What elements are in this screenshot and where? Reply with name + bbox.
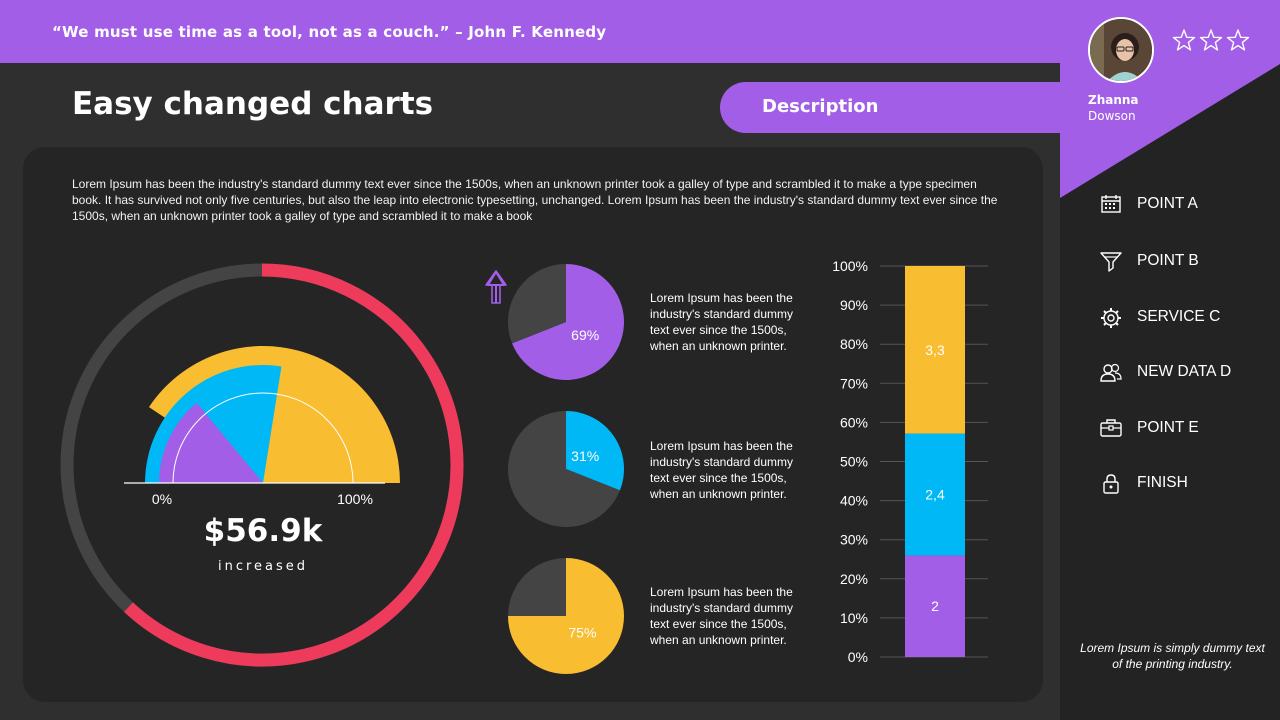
description-label: Description — [762, 96, 879, 117]
menu-item-label: NEW DATA D — [1137, 363, 1232, 380]
pie-slice-value — [512, 264, 624, 380]
bar-segment — [905, 555, 965, 657]
y-tick-label: 80% — [840, 336, 868, 352]
y-tick-label: 20% — [840, 571, 868, 587]
y-tick-label: 60% — [840, 414, 868, 430]
star-icon[interactable] — [1199, 29, 1223, 51]
star-icon[interactable] — [1226, 29, 1250, 51]
menu-item-label: FINISH — [1137, 474, 1188, 491]
y-tick-label: 10% — [840, 610, 868, 626]
bar-tick-labels: 0% 10% 20% 30% 40% 50% 60% 70% 80% 90% 100% — [832, 258, 868, 665]
pie-description-3: Lorem Ipsum has been the industry's stan… — [650, 585, 794, 647]
briefcase-icon — [1100, 419, 1122, 437]
menu-item-label: POINT E — [1137, 419, 1199, 436]
pie-slice-rest — [508, 411, 620, 527]
sidebar: Zhanna Dowson POINT A POINT B SERVICE C — [1060, 0, 1280, 720]
menu-item-label: POINT B — [1137, 252, 1199, 269]
menu-item-service-c[interactable]: SERVICE C — [1100, 305, 1270, 329]
pie-chart-3: 75% — [508, 558, 624, 674]
pie-label: 31% — [571, 448, 599, 464]
avatar[interactable] — [1088, 17, 1154, 83]
pie-slice-rest — [508, 558, 566, 616]
pie-description-2: Lorem Ipsum has been the industry's stan… — [650, 439, 794, 501]
page-title: Easy changed charts — [72, 86, 434, 122]
gauge-max-label: 100% — [337, 491, 373, 507]
bar-segment — [905, 433, 965, 556]
menu-item-finish[interactable]: FINISH — [1100, 471, 1270, 495]
pie-label: 69% — [571, 327, 599, 343]
arrow-up-icon — [485, 270, 507, 304]
stacked-bar-chart: 0% 10% 20% 30% 40% 50% 60% 70% 80% 90% 100% 2 2,4 3,… — [832, 258, 988, 665]
user-first-name: Zhanna — [1088, 93, 1139, 107]
bar-segments: 2 2,4 3,3 — [905, 266, 965, 657]
y-tick-label: 50% — [840, 454, 868, 470]
lock-icon — [1103, 474, 1119, 494]
user-portrait-icon — [1090, 19, 1152, 81]
menu-item-point-b[interactable]: POINT B — [1100, 249, 1270, 273]
bar-segment-label: 3,3 — [925, 342, 945, 358]
user-last-name: Dowson — [1088, 109, 1136, 123]
gauge-value: $56.9k — [203, 513, 323, 549]
quote-text: “We must use time as a tool, not as a co… — [52, 23, 607, 41]
donut-gauge-chart: 0% 100% — [60, 263, 464, 667]
y-tick-label: 30% — [840, 532, 868, 548]
gear-icon — [1101, 308, 1121, 328]
users-icon — [1100, 363, 1122, 382]
body-paragraph: Lorem Ipsum has been the industry's stan… — [72, 177, 998, 223]
rating-stars[interactable] — [1172, 28, 1272, 54]
pie-slice-value — [566, 411, 624, 491]
pie-charts: 69% 31% 75% — [485, 264, 624, 674]
gauge-min-label: 0% — [152, 491, 172, 507]
funnel-icon — [1100, 252, 1122, 272]
y-tick-label: 0% — [848, 649, 868, 665]
y-tick-label: 90% — [840, 297, 868, 313]
pie-chart-2: 31% — [508, 411, 624, 527]
calendar-icon — [1101, 195, 1121, 213]
pie-description-1: Lorem Ipsum has been the industry's stan… — [650, 291, 794, 353]
donut-value-arc — [124, 263, 464, 667]
sidebar-note: Lorem Ipsum is simply dummy text of the … — [1080, 641, 1265, 671]
menu-item-new-data-d[interactable]: NEW DATA D — [1100, 360, 1270, 384]
y-tick-label: 70% — [840, 375, 868, 391]
star-icon[interactable] — [1172, 29, 1196, 51]
quote-bar: “We must use time as a tool, not as a co… — [0, 0, 1060, 63]
pie-chart-1: 69% — [508, 264, 624, 380]
bar-segment-label: 2,4 — [925, 487, 945, 503]
y-tick-label: 100% — [832, 258, 868, 274]
gauge-subtitle: increased — [217, 559, 309, 574]
pie-label: 75% — [568, 624, 596, 640]
description-tab[interactable]: Description — [720, 82, 1065, 133]
y-tick-label: 40% — [840, 493, 868, 509]
menu-item-point-e[interactable]: POINT E — [1100, 416, 1270, 440]
gauge-guide-arc — [172, 392, 354, 484]
menu-item-label: SERVICE C — [1137, 308, 1221, 325]
menu-item-label: POINT A — [1137, 195, 1198, 212]
gauge-arc-purple — [159, 402, 263, 483]
bar-segment-label: 2 — [931, 598, 939, 614]
pie-slice-rest — [508, 264, 566, 344]
menu-item-point-a[interactable]: POINT A — [1100, 192, 1270, 216]
bar-segment — [905, 266, 965, 434]
